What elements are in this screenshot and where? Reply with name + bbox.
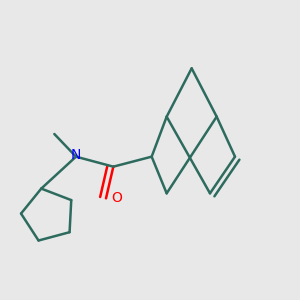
Text: N: N: [71, 148, 81, 162]
Text: O: O: [111, 191, 122, 205]
